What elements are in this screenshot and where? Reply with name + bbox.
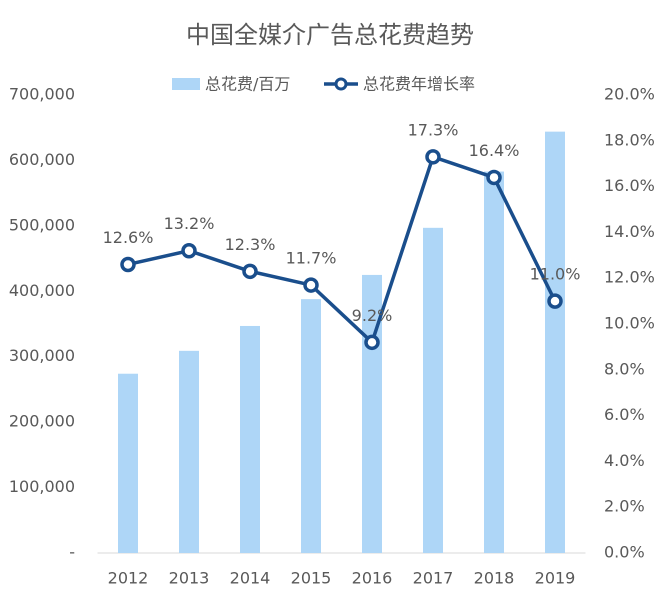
line-marker [242,263,258,280]
x-tick-label: 2015 [291,569,332,588]
legend-label: 总花费年增长率 [363,75,475,94]
data-label: 11.0% [530,265,581,284]
line [127,154,557,346]
y-tick-label: 200,000 [9,412,75,431]
line-marker [486,169,502,186]
y-tick-label: 600,000 [9,150,75,169]
y2-tick-label: 12.0% [604,268,655,287]
y-tick-label: - [69,543,75,562]
y2-tick-label: 16.0% [604,176,655,195]
x-tick-label: 2016 [352,569,393,588]
bar [118,373,138,553]
y2-tick-label: 14.0% [604,222,655,241]
y2-tick-label: 6.0% [604,405,645,424]
bar [484,171,504,553]
bar [423,227,443,553]
x-tick-label: 2019 [535,569,576,588]
data-label: 12.3% [225,235,276,254]
y-tick-label: 500,000 [9,215,75,234]
data-label: 17.3% [408,120,459,139]
data-label: 9.2% [352,306,393,325]
data-label: 13.2% [164,214,215,233]
chart-title: 中国全媒介广告总花费趋势 [186,21,474,49]
x-tick-label: 2012 [108,569,149,588]
y-tick-label: 100,000 [9,477,75,496]
x-tick-label: 2018 [474,569,515,588]
y2-tick-label: 10.0% [604,314,655,333]
bar [301,299,321,553]
data-label: 16.4% [469,141,520,160]
line-marker [181,242,197,259]
x-tick-label: 2017 [413,569,454,588]
line-marker [547,293,563,309]
y2-tick-label: 20.0% [604,85,655,104]
legend-swatch [334,77,348,91]
data-label: 12.6% [103,228,154,247]
y-tick-label: 700,000 [9,85,75,104]
y2-tick-label: 8.0% [604,359,645,378]
legend-label: 总花费/百万 [205,75,290,94]
y2-tick-label: 18.0% [604,130,655,149]
line-marker [120,256,136,273]
line-marker [303,277,319,293]
data-label: 11.7% [286,249,337,268]
x-tick-label: 2014 [230,569,271,588]
x-tick-label: 2013 [169,569,210,588]
y2-tick-label: 0.0% [604,543,645,562]
y-tick-label: 300,000 [9,346,75,365]
bar [240,325,260,553]
line-marker [364,334,380,351]
y2-tick-label: 2.0% [604,497,645,516]
y-tick-label: 400,000 [9,281,75,300]
bar [545,131,565,553]
bar [179,350,199,553]
legend-swatch [172,78,200,90]
y2-tick-label: 4.0% [604,451,645,470]
line-marker [425,149,441,165]
